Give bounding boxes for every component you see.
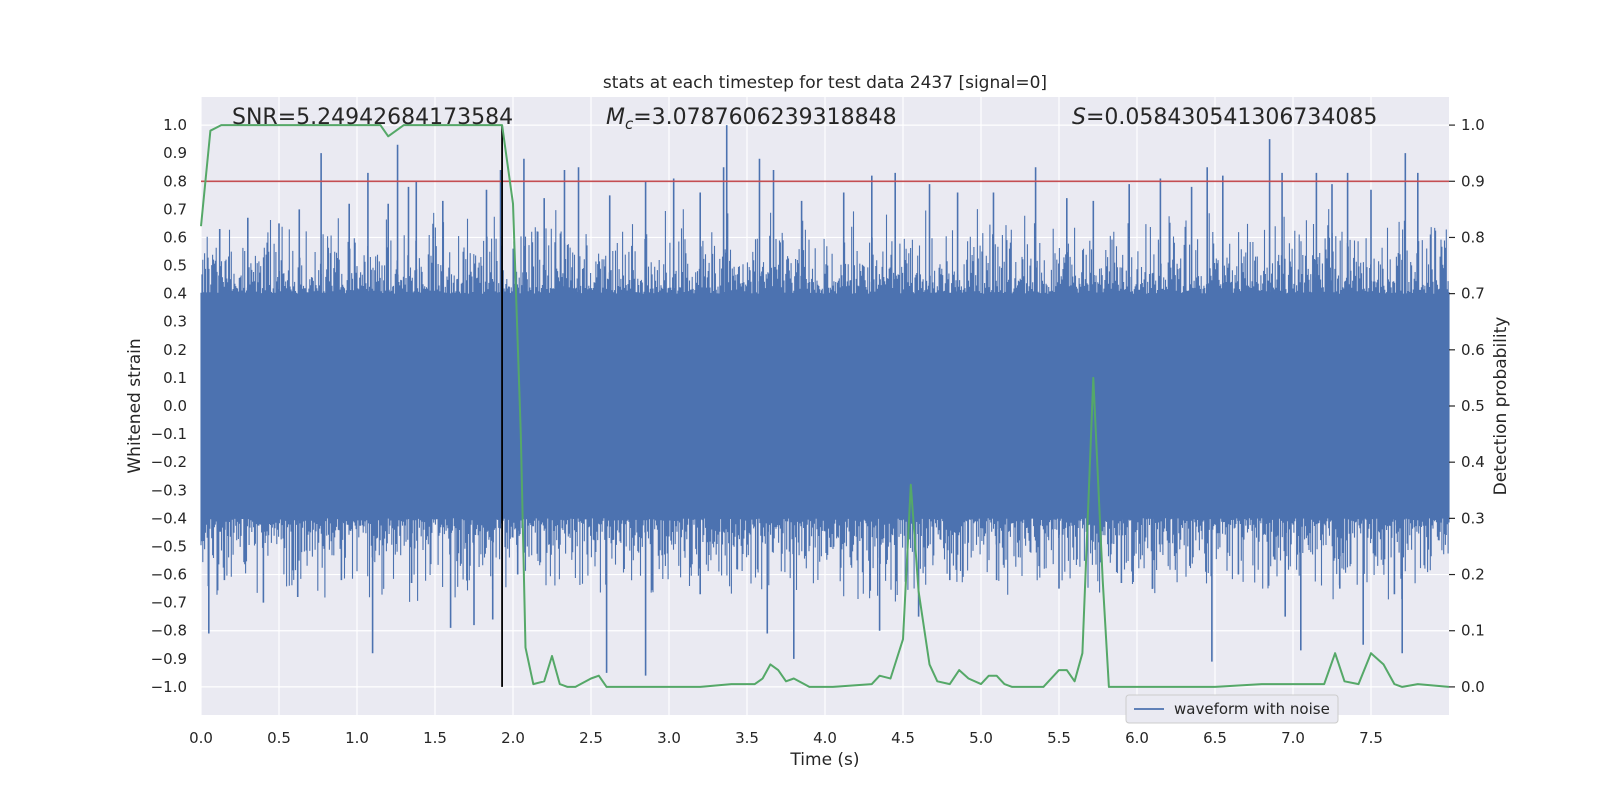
y-tick-label-right: 0.1: [1461, 622, 1485, 640]
x-tick-label: 1.5: [423, 729, 447, 747]
legend-label: waveform with noise: [1174, 700, 1330, 718]
y-tick-label-left: 0.1: [163, 369, 187, 387]
chirp-mass-symbol: M: [606, 105, 625, 130]
y-tick-labels-right: 1.0 0.9 0.8 0.7 0.6 0.5 0.4 0.3 0.2 0.1 0.0: [1449, 116, 1485, 696]
x-tick-labels: 0.0 0.5 1.0 1.5 2.0 2.5 3.0 3.5 4.0 4.5 5.0 5.5 6.0 6…: [189, 729, 1383, 747]
probability-line: [200, 124, 1450, 688]
reference-lines-layer: [201, 125, 1449, 687]
x-tick-label: 0.5: [267, 729, 291, 747]
y-tick-label-left: 0.2: [163, 341, 187, 359]
y-tick-label-left: 0.6: [163, 228, 187, 246]
y-axis-label-left: Whitened strain: [125, 338, 145, 473]
y-tick-label-right: 0.4: [1461, 453, 1485, 471]
y-tick-label-left: 0.9: [163, 144, 187, 162]
y-tick-label-left: 0.3: [163, 313, 187, 331]
y-tick-label-right: 0.0: [1461, 678, 1485, 696]
chirp-mass-subscript: c: [625, 115, 634, 133]
legend-box: [1125, 694, 1339, 724]
x-tick-label: 3.5: [735, 729, 759, 747]
y-tick-labels-left: 1.0 0.9 0.8 0.7 0.6 0.5 0.4 0.3 0.2 0.1 0.0 −0.1 −0.…: [151, 116, 187, 696]
chirp-mass-value: =3.0787606239318848: [633, 105, 896, 130]
y-tick-label-left: −0.4: [151, 509, 187, 527]
x-tick-label: 6.5: [1203, 729, 1227, 747]
y-tick-label-left: 0.8: [163, 172, 187, 190]
x-tick-label: 4.5: [891, 729, 915, 747]
s-statistic-annotation: S=0.058430541306734085: [1072, 105, 1377, 130]
y-tick-label-right: 0.2: [1461, 566, 1485, 584]
y-tick-label-right: 0.6: [1461, 341, 1485, 359]
y-tick-label-right: 0.9: [1461, 172, 1485, 190]
x-tick-label: 5.0: [969, 729, 993, 747]
y-tick-label-left: 0.7: [163, 200, 187, 218]
chart-title: stats at each timestep for test data 243…: [603, 73, 1047, 93]
y-tick-label-left: −0.1: [151, 425, 187, 443]
x-tick-label: 2.5: [579, 729, 603, 747]
strain-noise-envelope: [200, 209, 1450, 602]
y-tick-label-left: −0.9: [151, 650, 187, 668]
y-tick-label-left: 1.0: [163, 116, 187, 134]
legend: waveform with noise: [1125, 694, 1339, 724]
y-tick-label-right: 0.3: [1461, 509, 1485, 527]
y-axis-label-right: Detection probability: [1491, 317, 1511, 496]
x-tick-label: 4.0: [813, 729, 837, 747]
snr-annotation: SNR=5.24942684173584: [232, 105, 513, 130]
probability-series-layer: [200, 124, 1450, 688]
y-tick-label-right: 0.7: [1461, 285, 1485, 303]
y-tick-label-left: 0.0: [163, 397, 187, 415]
y-tick-label-left: 0.4: [163, 285, 187, 303]
chirp-mass-annotation: Mc=3.0787606239318848: [606, 105, 897, 133]
strain-series-layer: [200, 125, 1450, 676]
x-tick-label: 2.0: [501, 729, 525, 747]
y-tick-label-right: 0.8: [1461, 228, 1485, 246]
x-tick-label: 7.0: [1281, 729, 1305, 747]
x-tick-label: 5.5: [1047, 729, 1071, 747]
x-tick-label: 7.5: [1359, 729, 1383, 747]
s-statistic-value: =0.058430541306734085: [1086, 105, 1377, 130]
y-tick-label-right: 0.5: [1461, 397, 1485, 415]
x-axis-label: Time (s): [789, 750, 859, 770]
x-tick-label: 6.0: [1125, 729, 1149, 747]
y-tick-label-left: −1.0: [151, 678, 187, 696]
y-tick-label-left: −0.8: [151, 622, 187, 640]
y-tick-label-left: 0.5: [163, 257, 187, 275]
s-statistic-symbol: S: [1072, 105, 1086, 130]
y-tick-label-left: −0.2: [151, 453, 187, 471]
y-tick-label-left: −0.7: [151, 594, 187, 612]
x-tick-label: 3.0: [657, 729, 681, 747]
y-tick-label-left: −0.5: [151, 537, 187, 555]
x-tick-label: 1.0: [345, 729, 369, 747]
y-tick-label-right: 1.0: [1461, 116, 1485, 134]
x-tick-label: 0.0: [189, 729, 213, 747]
y-tick-label-left: −0.3: [151, 481, 187, 499]
y-tick-label-left: −0.6: [151, 566, 187, 584]
